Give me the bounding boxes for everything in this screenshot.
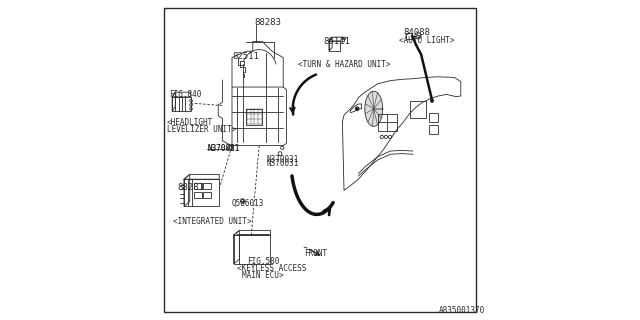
Text: N370031: N370031 — [207, 144, 240, 153]
Bar — [193, 192, 202, 198]
Text: FRONT: FRONT — [304, 249, 327, 258]
Text: MAIN ECU>: MAIN ECU> — [242, 271, 284, 280]
Text: <KEYLESS ACCESS: <KEYLESS ACCESS — [237, 264, 306, 273]
Text: 88283: 88283 — [254, 18, 281, 27]
Circle shape — [355, 107, 359, 111]
Text: <HEADLIGHT: <HEADLIGHT — [167, 118, 213, 127]
Text: FIG.580: FIG.580 — [247, 257, 280, 266]
Bar — [204, 192, 211, 198]
Text: <TURN & HAZARD UNIT>: <TURN & HAZARD UNIT> — [298, 60, 390, 68]
Text: LEVELIZER UNIT>: LEVELIZER UNIT> — [167, 125, 236, 134]
Text: FIG.840: FIG.840 — [170, 90, 202, 99]
Circle shape — [430, 99, 434, 102]
Text: 82511: 82511 — [232, 52, 259, 60]
Bar — [234, 235, 271, 264]
Polygon shape — [365, 91, 383, 126]
Text: N370031: N370031 — [266, 159, 299, 168]
Bar — [329, 41, 340, 51]
Text: 86111: 86111 — [323, 37, 350, 46]
Text: Q586013: Q586013 — [232, 199, 264, 208]
Text: <INTEGRATED UNIT>: <INTEGRATED UNIT> — [173, 217, 252, 226]
Text: 84088: 84088 — [403, 28, 430, 37]
Bar — [429, 113, 438, 122]
Text: 88281: 88281 — [178, 183, 204, 192]
Text: N370031: N370031 — [266, 155, 299, 164]
Text: <AUTO LIGHT>: <AUTO LIGHT> — [399, 36, 455, 45]
Bar — [193, 183, 202, 189]
Bar — [172, 97, 191, 111]
Bar — [184, 179, 219, 206]
Bar — [429, 125, 438, 134]
Bar — [406, 33, 412, 39]
Text: A835001370: A835001370 — [438, 306, 484, 315]
Text: N370031: N370031 — [207, 144, 240, 153]
Bar — [378, 114, 397, 131]
Bar — [410, 101, 426, 118]
Bar — [204, 183, 211, 189]
